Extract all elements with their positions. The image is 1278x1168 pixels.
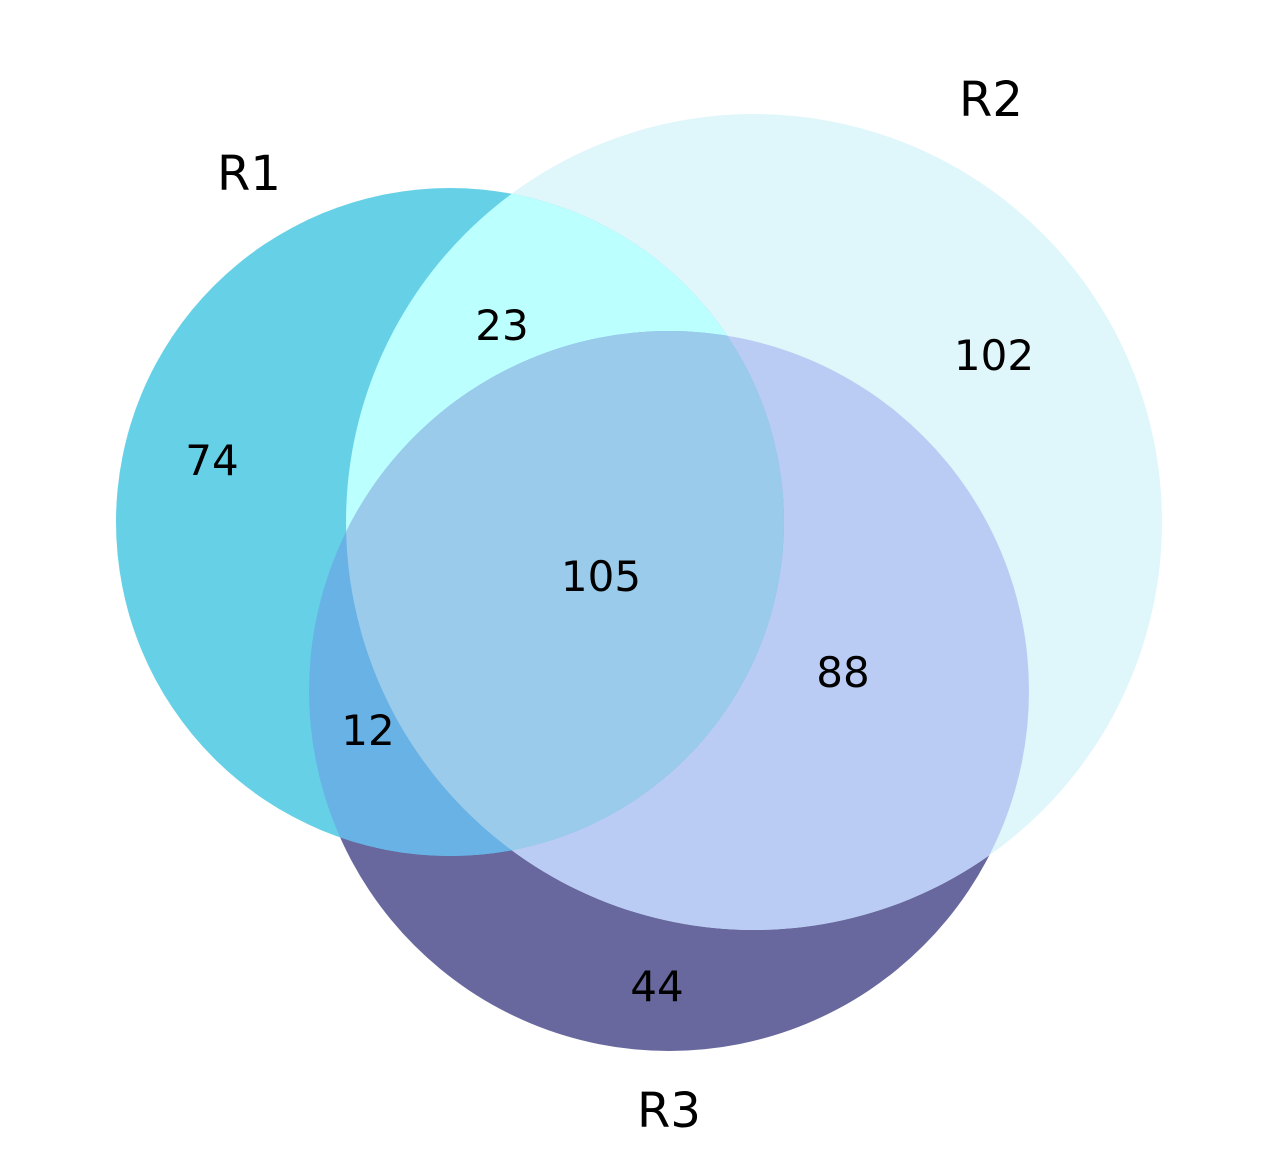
count-r3-only: 44 bbox=[630, 962, 683, 1011]
count-r2-r3: 88 bbox=[816, 648, 869, 697]
region-r1-r2-r3 bbox=[346, 331, 784, 856]
set-label-r2: R2 bbox=[959, 72, 1023, 128]
count-r1-r3: 12 bbox=[341, 706, 394, 755]
count-r1-r2-r3: 105 bbox=[561, 552, 641, 601]
set-label-r3: R3 bbox=[637, 1083, 701, 1139]
count-r1-only: 74 bbox=[185, 436, 238, 485]
count-r1-r2: 23 bbox=[475, 301, 528, 350]
count-r2-only: 102 bbox=[954, 331, 1034, 380]
set-label-r1: R1 bbox=[217, 146, 281, 202]
